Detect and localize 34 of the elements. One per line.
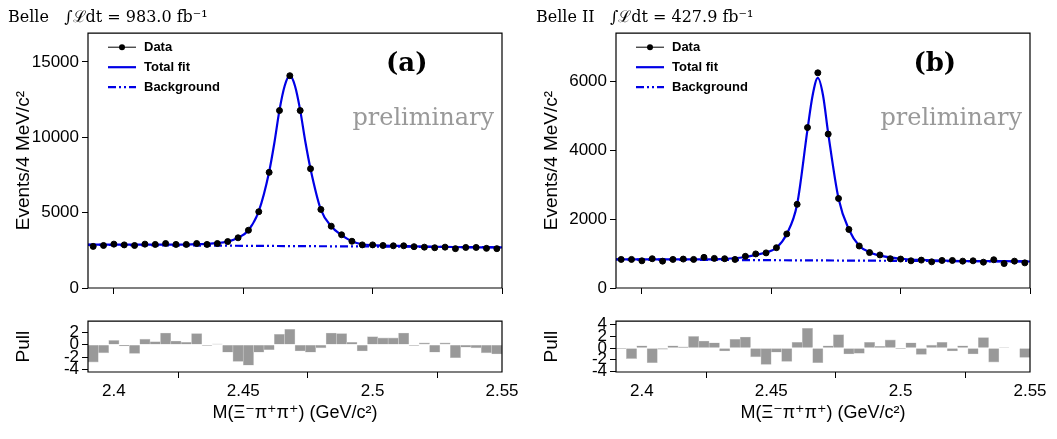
legend-label: Background (672, 78, 748, 94)
x-tick-label: 2.4 (102, 380, 126, 400)
y-tick-label: 2000 (569, 208, 607, 228)
y-tick-label: 6000 (569, 71, 607, 91)
x-axis-title: M(Ξ⁻π⁺π⁺) (GeV/c²) (212, 402, 378, 423)
y-tick-label: 10000 (31, 126, 79, 146)
legend-label: Data (144, 38, 173, 54)
x-tick-label: 2.45 (226, 380, 260, 400)
annotation: preliminary (352, 103, 495, 132)
chart-title: Belle ∫ℒdt = 983.0 fb⁻¹ (8, 6, 208, 26)
x-axis-title: M(Ξ⁻π⁺π⁺) (GeV/c²) (740, 402, 906, 423)
x-tick-label: 2.55 (1013, 380, 1047, 400)
legend-label: Total fit (144, 58, 191, 74)
y-tick-label: 0 (597, 277, 607, 297)
annotation: (a) (386, 47, 428, 78)
y-axis-title: Events/4 MeV/c² (11, 90, 33, 231)
legend-label: Background (144, 78, 220, 94)
legend-label: Total fit (672, 58, 719, 74)
annotation: (b) (913, 47, 957, 78)
x-tick-label: 2.5 (888, 380, 913, 400)
y-tick-label: 5000 (41, 202, 79, 222)
y-tick-label: 4000 (569, 139, 607, 159)
y-tick-label: 0 (69, 277, 79, 297)
annotation: preliminary (880, 103, 1023, 132)
y-axis-title: Events/4 MeV/c² (539, 90, 561, 231)
x-tick-label: 2.5 (360, 380, 385, 400)
x-tick-label: 2.45 (754, 380, 788, 400)
chart-title: Belle II ∫ℒdt = 427.9 fb⁻¹ (536, 6, 754, 26)
legend-label: Data (672, 38, 701, 54)
y-axis-title: Pull (11, 330, 33, 363)
y-axis-title: Pull (539, 330, 561, 363)
x-tick-label: 2.4 (630, 380, 654, 400)
x-tick-label: 2.55 (485, 380, 519, 400)
y-tick-label: 15000 (31, 51, 79, 71)
